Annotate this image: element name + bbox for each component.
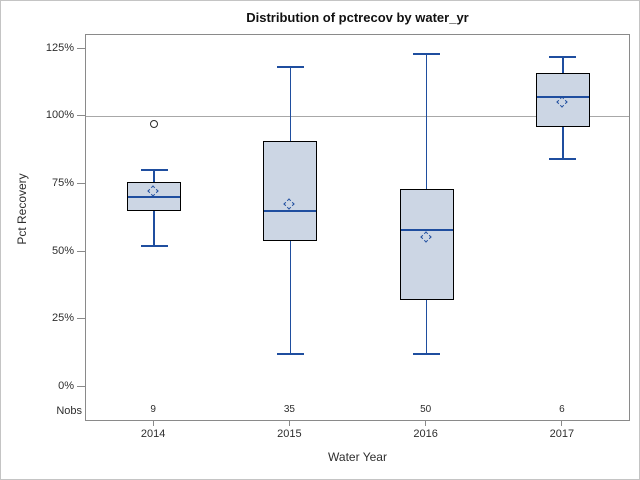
upper-whisker-line <box>289 67 292 141</box>
upper-whisker-cap <box>140 169 168 172</box>
iqr-box <box>399 189 454 301</box>
lower-whisker-cap <box>413 353 441 356</box>
upper-whisker-cap <box>276 66 304 69</box>
upper-whisker-line <box>425 53 428 190</box>
nobs-value: 50 <box>420 404 432 415</box>
x-axis-title: Water Year <box>328 450 387 464</box>
y-axis-tick-label: 50% <box>51 244 74 257</box>
lower-whisker-line <box>289 240 292 355</box>
y-axis-tick <box>77 318 85 320</box>
reference-line <box>86 115 629 117</box>
y-axis-tick <box>77 47 85 49</box>
y-axis-tick-label: 100% <box>45 109 74 122</box>
iqr-box <box>263 140 318 241</box>
nobs-row-label: Nobs <box>56 405 82 417</box>
nobs-value: 6 <box>559 404 565 415</box>
x-axis-tick-label: 2015 <box>277 428 302 440</box>
x-axis-tick <box>425 421 427 426</box>
lower-whisker-cap <box>140 245 168 248</box>
chart-title: Distribution of pctrecov by water_yr <box>246 10 469 25</box>
y-axis-tick-label: 0% <box>58 379 74 392</box>
lower-whisker-cap <box>549 158 577 161</box>
lower-whisker-line <box>153 210 155 247</box>
lower-whisker-cap <box>276 353 304 356</box>
lower-whisker-line <box>425 300 428 355</box>
lower-whisker-line <box>562 127 564 160</box>
x-axis-tick <box>152 421 154 426</box>
nobs-value: 9 <box>150 404 156 415</box>
median-line <box>264 209 317 212</box>
upper-whisker-line <box>562 56 564 73</box>
x-axis-tick-label: 2016 <box>413 428 438 440</box>
upper-whisker-cap <box>549 55 577 58</box>
y-axis-tick <box>77 250 85 252</box>
median-line <box>128 196 181 199</box>
y-axis-tick-label: 125% <box>45 41 74 54</box>
y-axis-tick <box>77 182 85 184</box>
median-line <box>400 228 453 231</box>
x-axis-tick-label: 2014 <box>140 428 166 440</box>
upper-whisker-line <box>153 170 155 183</box>
x-axis-tick-label: 2017 <box>549 428 575 440</box>
y-axis-tick-label: 75% <box>51 176 74 189</box>
nobs-value: 35 <box>283 404 295 415</box>
iqr-box <box>535 72 590 127</box>
y-axis-tick <box>77 115 85 117</box>
outlier-circle-marker <box>150 120 159 129</box>
upper-whisker-cap <box>413 52 441 55</box>
y-axis-tick <box>77 385 85 387</box>
x-axis-tick <box>561 421 563 426</box>
plot-area <box>85 34 630 421</box>
x-axis-tick <box>288 421 290 426</box>
y-axis-tick-label: 25% <box>51 312 74 325</box>
median-line <box>536 96 589 99</box>
